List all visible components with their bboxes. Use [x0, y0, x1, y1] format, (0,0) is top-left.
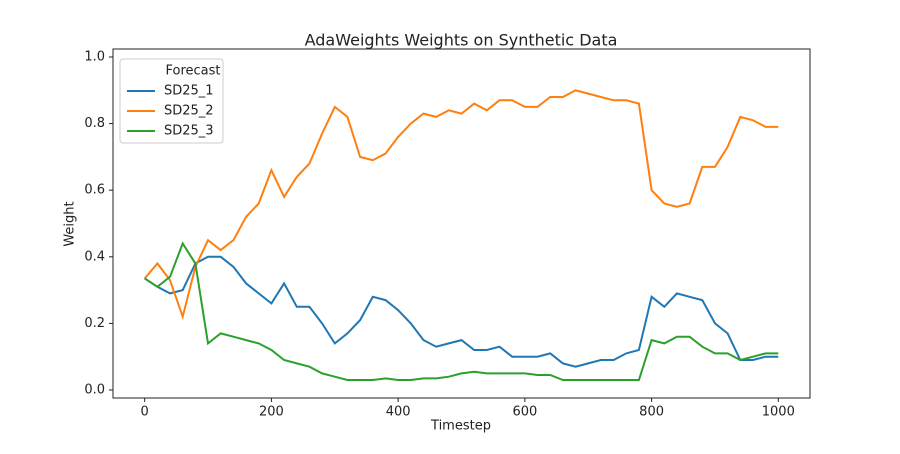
y-tick-label: 0.6 [84, 183, 105, 198]
series-line [144, 241, 779, 381]
x-tick-label: 400 [386, 405, 411, 420]
y-tick-label: 0.8 [84, 116, 105, 131]
x-tick-label: 800 [639, 405, 664, 420]
legend-label: SD25_1 [164, 84, 214, 99]
legend-label: SD25_2 [164, 104, 214, 119]
y-tick-label: 0.0 [84, 383, 105, 398]
chart-title: AdaWeights Weights on Synthetic Data [305, 31, 618, 50]
series-line [143, 89, 779, 321]
y-tick-label: 1.0 [84, 49, 105, 64]
x-tick-label: 1000 [762, 405, 795, 420]
legend-title: Forecast [165, 64, 220, 79]
plot-frame [112, 48, 811, 399]
y-axis-label: Weight [63, 201, 78, 246]
x-tick-label: 200 [259, 405, 284, 420]
legend-box [119, 58, 224, 144]
x-tick-label: 0 [141, 405, 149, 420]
legend-label: SD25_3 [164, 124, 214, 139]
y-tick-label: 0.2 [84, 316, 105, 331]
x-axis-label: Timestep [430, 419, 491, 434]
x-tick-label: 600 [512, 405, 537, 420]
series-line [144, 255, 779, 368]
y-tick-label: 0.4 [84, 249, 105, 264]
